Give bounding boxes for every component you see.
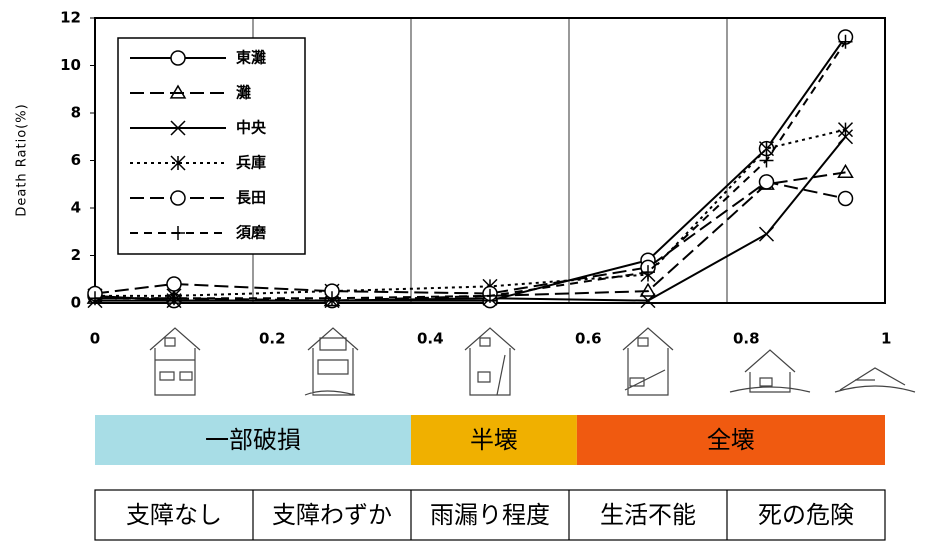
- usability-label: 支障なし: [126, 501, 222, 529]
- marker: [758, 226, 775, 242]
- usability-label: 死の危険: [758, 501, 854, 529]
- marker: [170, 50, 186, 66]
- legend-label: 中央: [236, 119, 267, 137]
- marker: [166, 276, 182, 292]
- legend-label: 兵庫: [236, 154, 266, 172]
- legend-label: 東灘: [236, 49, 266, 67]
- marker: [640, 293, 656, 309]
- x-tick-label: 0.6: [575, 330, 602, 348]
- damage-band-label: 半壊: [470, 426, 518, 454]
- marker: [837, 122, 854, 138]
- legend-label: 灘: [236, 84, 251, 102]
- usability-label: 雨漏り程度: [430, 501, 550, 529]
- marker: [167, 291, 181, 306]
- y-tick-label: 10: [60, 56, 81, 74]
- usability-row: [94, 489, 886, 541]
- marker: [170, 155, 186, 171]
- y-tick-label: 0: [71, 294, 81, 312]
- x-tick-label: 0.2: [259, 330, 286, 348]
- marker: [837, 163, 854, 179]
- y-tick-label: 8: [71, 104, 81, 122]
- legend-box: [117, 37, 306, 255]
- marker: [759, 153, 774, 168]
- damage-band-label: 全壊: [707, 426, 755, 454]
- y-tick-label: 4: [71, 199, 81, 217]
- house-icons: [149, 327, 916, 396]
- marker: [169, 84, 187, 99]
- marker: [170, 190, 186, 206]
- damage-band: [411, 415, 577, 465]
- marker: [88, 291, 102, 306]
- marker: [837, 190, 854, 207]
- marker: [325, 291, 339, 306]
- marker: [758, 174, 775, 190]
- marker: [641, 265, 655, 280]
- y-tick-label: 2: [71, 246, 81, 264]
- marker: [758, 141, 775, 157]
- y-tick-label: 6: [71, 151, 81, 169]
- usability-label: 生活不能: [600, 501, 696, 529]
- marker: [639, 282, 657, 297]
- marker: [483, 288, 497, 303]
- marker: [838, 34, 853, 49]
- damage-band: [576, 415, 885, 465]
- x-tick-label: 0.8: [733, 330, 760, 348]
- legend-label: 長田: [236, 189, 266, 207]
- y-tick-label: 12: [60, 9, 81, 27]
- marker: [171, 226, 185, 240]
- damage-band-label: 一部破損: [205, 426, 301, 454]
- x-tick-label: 0.4: [417, 330, 444, 348]
- marker: [170, 120, 186, 136]
- x-tick-label: 1: [881, 330, 891, 348]
- marker: [837, 129, 854, 145]
- legend-label: 須磨: [235, 224, 267, 242]
- damage-band: [95, 415, 411, 465]
- usability-label: 支障わずか: [272, 501, 392, 529]
- x-tick-label: 0: [90, 330, 100, 348]
- y-axis-label: Death Ratio(%): [15, 103, 30, 216]
